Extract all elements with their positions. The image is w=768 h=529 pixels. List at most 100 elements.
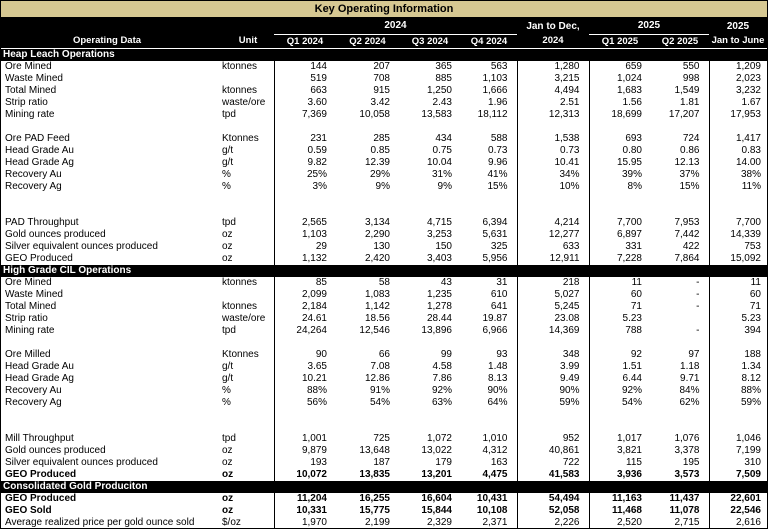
section-header-heap-leach-operations: Heap Leach Operations [1, 48, 767, 61]
cell-jan-june-2025: 14.00 [708, 156, 767, 169]
spacer-cell [1, 121, 209, 133]
row-unit: tpd [222, 432, 236, 444]
cell-jan-june-2025: 14,339 [708, 228, 767, 241]
spacer-row [1, 192, 767, 217]
table-row: GEO Produced oz 10,072 13,835 13,201 4,475 41,… [1, 468, 767, 481]
spacer-cell [516, 192, 589, 217]
cell-q1-2024: 1,970 [273, 516, 336, 528]
cell-q1-2024: 24.61 [273, 312, 336, 325]
cell-fy-2024: 722 [516, 456, 589, 469]
cell-q1-2024: 1,103 [273, 228, 336, 241]
cell-q2-2024: 66 [378, 348, 390, 360]
cell-q2-2025: 0.86 [680, 144, 700, 156]
cell-q2-2024: 12.86 [364, 372, 390, 384]
cell-fy-2024: 34% [516, 168, 589, 181]
cell-q2-2025: 84% [679, 384, 700, 396]
cell-jan-june-2025: 310 [708, 456, 767, 469]
row-label: Head Grade Ag [5, 156, 74, 168]
cell-q1-2025: 1,024 [588, 72, 651, 85]
row-unit: oz [222, 240, 233, 252]
row-label: Total Mined [5, 300, 57, 312]
row-label: GEO Produced [5, 492, 77, 504]
cell-q1-2025: 60 [588, 288, 651, 301]
cell-q1-2024: 24,264 [273, 324, 336, 337]
row-unit: % [222, 384, 231, 396]
cell-q2-2025: 37% [679, 168, 700, 180]
row-unit: $/oz [222, 516, 241, 528]
cell-fy-2024: 10% [516, 180, 589, 193]
row-unit: % [222, 396, 231, 408]
row-unit: oz [222, 228, 233, 240]
cell-q2-2025: 7,953 [674, 216, 700, 228]
cell-q2-2025: 195 [682, 456, 700, 468]
cell-q1-2024: 11,204 [273, 492, 336, 505]
cell-jan-june-2025: 15,092 [708, 252, 767, 265]
cell-q1-2025: 18,699 [588, 108, 651, 121]
operating-data-table: 2024 Jan to Dec, 2025 2025 Operating Dat… [1, 18, 767, 528]
cell-q2-2025: 12.13 [674, 156, 700, 168]
cell-q2-2025: - [696, 288, 700, 300]
cell-jan-june-2025: 7,199 [708, 444, 767, 457]
cell-q4-2024: 1,103 [482, 72, 508, 84]
spacer-cell [399, 409, 461, 433]
cell-q4-2024: 4,475 [482, 468, 508, 480]
table-row: Ore Mined ktonnes 144 207 365 563 1,280 659 550 1… [1, 60, 767, 73]
cell-q2-2024: 7.08 [370, 360, 390, 372]
row-label: Gold ounces produced [5, 444, 106, 456]
header-q4-2024: Q4 2024 [461, 34, 517, 49]
table-row: Ore Milled Ktonnes 90 66 99 93 348 92 97 188 [1, 348, 767, 361]
cell-fy-2024: 952 [516, 432, 589, 445]
cell-q4-2024: 163 [490, 456, 508, 468]
row-unit: oz [222, 456, 233, 468]
cell-q3-2024: 4,715 [426, 216, 452, 228]
row-label: Head Grade Ag [5, 372, 74, 384]
cell-fy-2024: 348 [516, 348, 589, 361]
cell-q3-2024: 0.75 [432, 144, 452, 156]
row-label: GEO Sold [5, 504, 52, 516]
spacer-cell [399, 193, 461, 217]
cell-fy-2024: 90% [516, 384, 589, 397]
cell-q4-2024: 5,956 [482, 252, 508, 264]
cell-q4-2024: 41% [487, 168, 508, 180]
row-unit: tpd [222, 108, 236, 120]
table-row: Strip ratio waste/ore 24.61 18.56 28.44 19.87… [1, 312, 767, 325]
cell-q2-2025: 9.71 [680, 372, 700, 384]
cell-q2-2025: 7,864 [674, 252, 700, 264]
cell-jan-june-2025: 2,616 [708, 516, 767, 528]
cell-q4-2024: 9.96 [488, 156, 508, 168]
table-row: Head Grade Ag g/t 10.21 12.86 7.86 8.13 9.49 6.… [1, 372, 767, 385]
spacer-cell [1, 337, 209, 349]
row-label: Gold ounces produced [5, 228, 106, 240]
cell-q2-2024: 725 [373, 432, 390, 444]
row-label: Total Mined [5, 84, 57, 96]
cell-q1-2025: 1,683 [588, 84, 651, 97]
table-row: Mining rate tpd 7,369 10,058 13,583 18,112 12,… [1, 108, 767, 121]
cell-q4-2024: 93 [496, 348, 508, 360]
cell-fy-2024: 54,494 [516, 492, 589, 505]
header-operating-data: Operating Data [1, 34, 209, 49]
table-row: Average realized price per gold ounce so… [1, 516, 767, 528]
cell-jan-june-2025: 17,953 [708, 108, 767, 121]
spacer-cell [708, 408, 767, 433]
cell-fy-2024: 10.41 [516, 156, 589, 169]
cell-jan-june-2025: 2,023 [708, 72, 767, 85]
cell-q2-2024: 2,290 [364, 228, 390, 240]
cell-fy-2024: 12,911 [516, 252, 589, 265]
cell-jan-june-2025: 11% [708, 180, 767, 193]
header-group-row: 2024 Jan to Dec, 2025 2025 [1, 18, 767, 35]
cell-fy-2024: 5,245 [516, 300, 589, 313]
cell-q4-2024: 10,108 [476, 504, 508, 516]
cell-q1-2024: 3% [273, 180, 336, 193]
cell-fy-2024: 5,027 [516, 288, 589, 301]
header-group-2025: 2025 [589, 18, 709, 35]
cell-q1-2024: 1,132 [273, 252, 336, 265]
section-header-consolidated-gold-production: Consolidated Gold Produciton [1, 480, 767, 493]
spacer-cell [273, 336, 336, 349]
cell-q2-2025: - [696, 276, 700, 288]
row-unit: ktonnes [222, 300, 258, 312]
section-row-high-grade-cil-operations: High Grade CIL Operations [1, 264, 767, 277]
table-row: Total Mined ktonnes 2,184 1,142 1,278 641 5,24… [1, 300, 767, 313]
cell-fy-2024: 4,494 [516, 84, 589, 97]
cell-jan-june-2025: 7,700 [708, 216, 767, 229]
spacer-cell [651, 121, 709, 133]
